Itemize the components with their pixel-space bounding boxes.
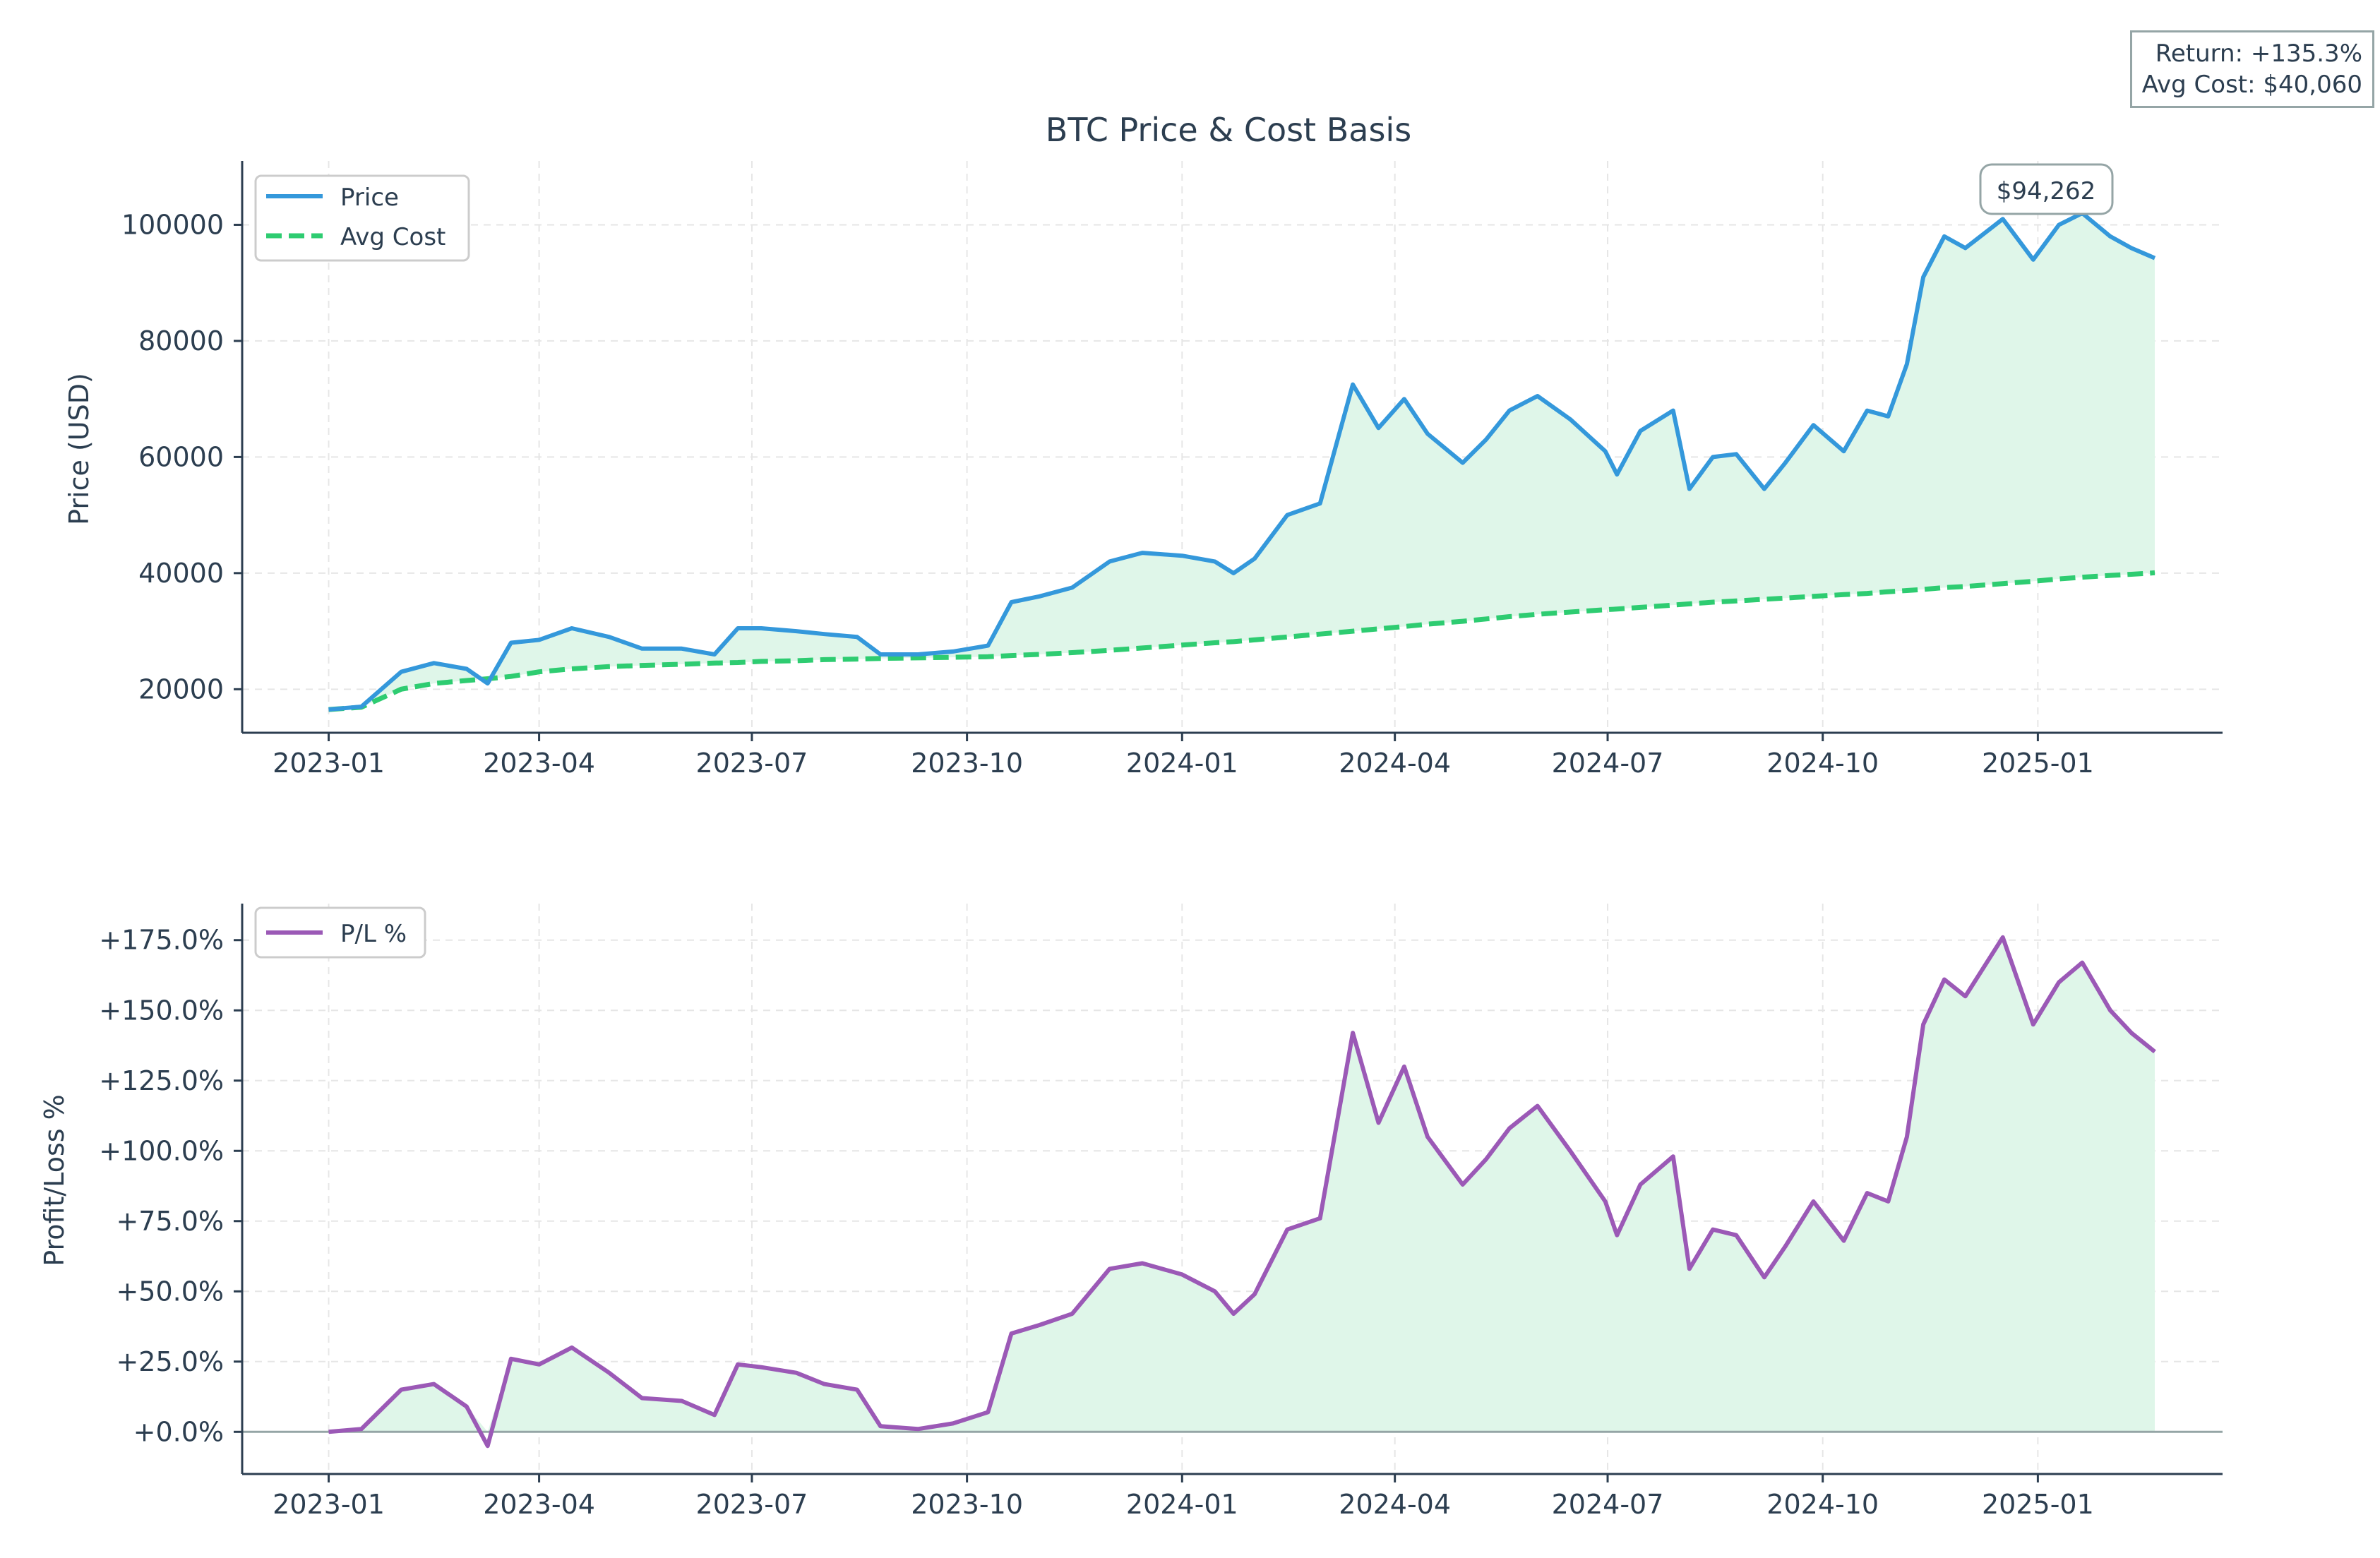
x-tick-label: 2024-01: [1126, 1489, 1238, 1520]
legend-pl-label: P/L %: [340, 920, 407, 948]
legend: Price Avg Cost: [254, 174, 470, 262]
price-line: [328, 211, 2156, 712]
x-tick-label: 2024-04: [1339, 1489, 1451, 1520]
profit-loss-chart: 2023-01 2023-04 2023-07 2023-10 2024-01 2024-…: [39, 904, 2223, 1520]
return-label: Return: +135.3%: [2155, 40, 2362, 68]
price-chart: BTC Price & Cost Basis 2023-01 2023-04 202…: [64, 111, 2223, 779]
avg-cost-label: Avg Cost: $40,060: [2141, 71, 2362, 99]
x-tick-label: 2024-07: [1552, 1489, 1664, 1520]
annotation-box: [1979, 163, 2114, 215]
legend-price-label: Price: [340, 184, 399, 212]
x-tick-label: 2023-01: [273, 1489, 385, 1520]
y-axis-label: Price (USD): [64, 373, 95, 525]
legend-box: [254, 906, 426, 959]
y-tick-label: 100000: [121, 209, 224, 240]
legend-avg-cost-label: Avg Cost: [340, 223, 445, 251]
x-tick-label: 2023-04: [483, 1489, 595, 1520]
x-tick-label: 2024-10: [1766, 1489, 1879, 1520]
y-tick-label: +0.0%: [133, 1416, 224, 1447]
y-tick-label: +125.0%: [99, 1065, 224, 1096]
y-tick-label: 40000: [138, 558, 224, 589]
x-tick-label: 2023-10: [911, 1489, 1023, 1520]
y-tick-label: +175.0%: [99, 925, 224, 956]
annotation-text: $94,262: [1997, 177, 2096, 205]
x-tick-label: 2025-01: [1982, 748, 2094, 779]
y-axis-label: Profit/Loss %: [39, 1094, 70, 1266]
x-tick-label: 2023-07: [696, 748, 808, 779]
chart-title: BTC Price & Cost Basis: [1046, 111, 1411, 149]
x-ticks: 2023-01 2023-04 2023-07 2023-10 2024-01 2024-…: [273, 733, 2094, 779]
y-tick-label: +75.0%: [116, 1206, 224, 1237]
y-tick-label: +150.0%: [99, 995, 224, 1026]
avg-cost-line: [328, 570, 2155, 712]
pl-fill-area: [328, 937, 2155, 1432]
axes: [241, 904, 2223, 1475]
x-tick-label: 2025-01: [1982, 1489, 2094, 1520]
y-tick-label: +100.0%: [99, 1135, 224, 1166]
y-tick-label: +50.0%: [116, 1276, 224, 1307]
x-tick-label: 2023-01: [273, 748, 385, 779]
x-tick-label: 2023-04: [483, 748, 595, 779]
summary-box: Return: +135.3% Avg Cost: $40,060: [2129, 30, 2374, 108]
y-ticks: 20000 40000 60000 80000 100000: [121, 209, 242, 705]
x-tick-label: 2024-10: [1766, 748, 1879, 779]
y-tick-label: +25.0%: [116, 1346, 224, 1377]
y-tick-label: 80000: [138, 325, 224, 356]
profit-fill-area: [328, 213, 2155, 710]
price-annotation: $94,262: [1979, 163, 2114, 215]
y-tick-label: 60000: [138, 441, 224, 472]
x-tick-label: 2024-04: [1339, 748, 1451, 779]
axes: [241, 161, 2223, 734]
x-tick-label: 2023-10: [911, 748, 1023, 779]
x-tick-label: 2023-07: [696, 1489, 808, 1520]
y-ticks: +0.0% +25.0% +50.0% +75.0% +100.0% +125.0% +15…: [99, 925, 242, 1447]
y-tick-label: 20000: [138, 673, 224, 705]
x-ticks: 2023-01 2023-04 2023-07 2023-10 2024-01 2024-…: [273, 1474, 2094, 1520]
pl-line: [328, 935, 2156, 1449]
x-tick-label: 2024-07: [1552, 748, 1664, 779]
legend: P/L %: [254, 906, 426, 959]
x-tick-label: 2024-01: [1126, 748, 1238, 779]
